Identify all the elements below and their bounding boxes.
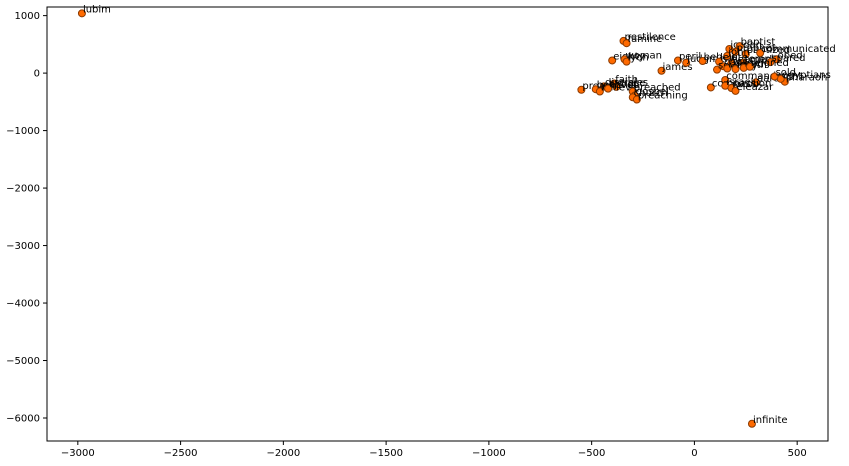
x-tick-label: −2500 bbox=[164, 448, 198, 459]
point-label: gospel bbox=[636, 87, 669, 98]
point-label: john bbox=[727, 47, 750, 58]
data-point bbox=[766, 58, 775, 67]
data-point bbox=[723, 64, 732, 73]
data-point bbox=[756, 48, 765, 57]
x-axis: −3000 −2500 −2000 −1500 −1000 −500 0 500 bbox=[61, 441, 807, 459]
x-tick-label: −3000 bbox=[61, 448, 95, 459]
y-tick-label: −2000 bbox=[6, 184, 40, 195]
data-point bbox=[682, 58, 691, 67]
point-label: disciples bbox=[605, 77, 648, 88]
data-point bbox=[735, 42, 744, 51]
point-label: baptized bbox=[747, 45, 790, 56]
data-point bbox=[770, 72, 779, 81]
point-label: faith bbox=[615, 74, 638, 85]
x-tick-label: −2000 bbox=[266, 448, 300, 459]
data-point bbox=[747, 419, 756, 428]
point-label: grace bbox=[617, 78, 645, 89]
data-point bbox=[657, 66, 666, 75]
point-label: beheld bbox=[704, 52, 738, 63]
point-label: chose bbox=[724, 57, 753, 68]
point-label: lubim bbox=[83, 4, 111, 15]
point-label: spared bbox=[771, 53, 805, 64]
point-label: believed bbox=[597, 80, 640, 91]
point-label: preach bbox=[582, 81, 616, 92]
point-label: compassion bbox=[712, 78, 772, 89]
data-point bbox=[731, 65, 740, 74]
x-tick-label: −500 bbox=[578, 448, 605, 459]
y-axis: 1000 0 −1000 −2000 −3000 −4000 −5000 −6000 bbox=[6, 11, 47, 425]
point-label: preaching bbox=[638, 91, 688, 102]
y-tick-label: −3000 bbox=[6, 241, 40, 252]
data-point bbox=[608, 56, 617, 65]
point-label: judgment bbox=[686, 54, 735, 65]
point-label: obed bbox=[778, 50, 803, 61]
data-point bbox=[604, 84, 613, 93]
point-label: sold bbox=[776, 68, 796, 79]
x-tick-label: 500 bbox=[788, 448, 807, 459]
point-label: james bbox=[662, 62, 693, 73]
data-point bbox=[698, 57, 707, 66]
data-point bbox=[595, 87, 604, 96]
point-label: pharaoh bbox=[786, 73, 828, 84]
data-point bbox=[77, 9, 86, 18]
data-point bbox=[577, 85, 586, 94]
data-point bbox=[622, 39, 631, 48]
data-point bbox=[632, 95, 641, 104]
plot-area bbox=[46, 6, 829, 442]
data-point bbox=[752, 78, 761, 87]
data-point bbox=[713, 65, 722, 74]
point-label: believe bbox=[601, 83, 637, 94]
y-tick-label: 0 bbox=[34, 69, 40, 80]
point-label: church bbox=[634, 88, 668, 99]
point-label: christ bbox=[609, 80, 637, 91]
y-tick-label: −6000 bbox=[6, 414, 40, 425]
point-label: peril bbox=[679, 51, 701, 62]
data-point bbox=[706, 83, 715, 92]
data-point bbox=[731, 47, 740, 56]
point-label: eighty bbox=[613, 51, 645, 62]
point-label: reigned bbox=[751, 58, 789, 69]
data-point bbox=[622, 57, 631, 66]
x-tick-label: −1000 bbox=[472, 448, 506, 459]
point-label: woman bbox=[626, 50, 663, 61]
data-point bbox=[745, 62, 754, 71]
point-label: preached bbox=[634, 83, 681, 94]
data-point bbox=[673, 56, 682, 65]
point-label: baptist bbox=[741, 37, 776, 48]
point-label: famine bbox=[628, 34, 663, 45]
data-point bbox=[612, 82, 621, 91]
point-label: israel bbox=[726, 77, 753, 88]
point-label: lyon bbox=[628, 53, 649, 64]
point-label: laid bbox=[728, 60, 746, 71]
point-label: infinite bbox=[753, 415, 788, 426]
point-label: seemed bbox=[732, 54, 772, 65]
y-tick-label: −5000 bbox=[6, 356, 40, 367]
point-label: jordan bbox=[729, 40, 762, 51]
point-label: communicated bbox=[761, 44, 836, 55]
x-tick-label: 0 bbox=[691, 448, 697, 459]
point-label: pestilence bbox=[625, 32, 676, 43]
point-label: eleazar bbox=[737, 82, 775, 93]
point-label: lord bbox=[745, 59, 764, 70]
point-label: levite bbox=[720, 53, 748, 64]
point-label: temple bbox=[745, 54, 780, 65]
data-point bbox=[723, 51, 732, 60]
x-tick-label: −1500 bbox=[369, 448, 403, 459]
y-tick-label: 1000 bbox=[15, 11, 40, 22]
y-tick-label: −1000 bbox=[6, 126, 40, 137]
data-point bbox=[727, 59, 736, 68]
point-label: prophet bbox=[737, 43, 776, 54]
data-point bbox=[741, 50, 750, 59]
point-label: jacob bbox=[731, 79, 759, 90]
data-point bbox=[731, 86, 740, 95]
y-tick-label: −4000 bbox=[6, 299, 40, 310]
point-label: commandment bbox=[726, 71, 802, 82]
point-label: egyptians bbox=[782, 70, 831, 81]
